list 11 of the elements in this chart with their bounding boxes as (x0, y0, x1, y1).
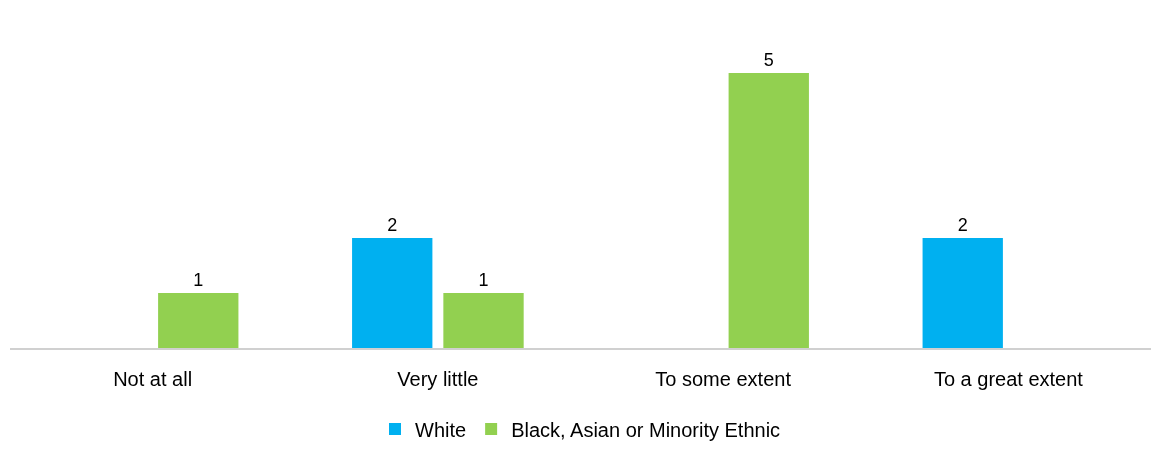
data-label: 2 (387, 215, 398, 235)
legend-label: Black, Asian or Minority Ethnic (511, 418, 781, 441)
legend-label: White (415, 418, 467, 441)
data-label: 1 (193, 270, 204, 290)
data-label: 1 (478, 270, 489, 290)
x-tick-label: To a great extent (933, 368, 1084, 390)
data-label: 2 (957, 215, 968, 235)
x-tick-label: Very little (397, 368, 479, 390)
data-label: 5 (763, 50, 774, 70)
x-tick-label: Not at all (113, 368, 193, 390)
x-tick-label: To some extent (655, 368, 792, 390)
